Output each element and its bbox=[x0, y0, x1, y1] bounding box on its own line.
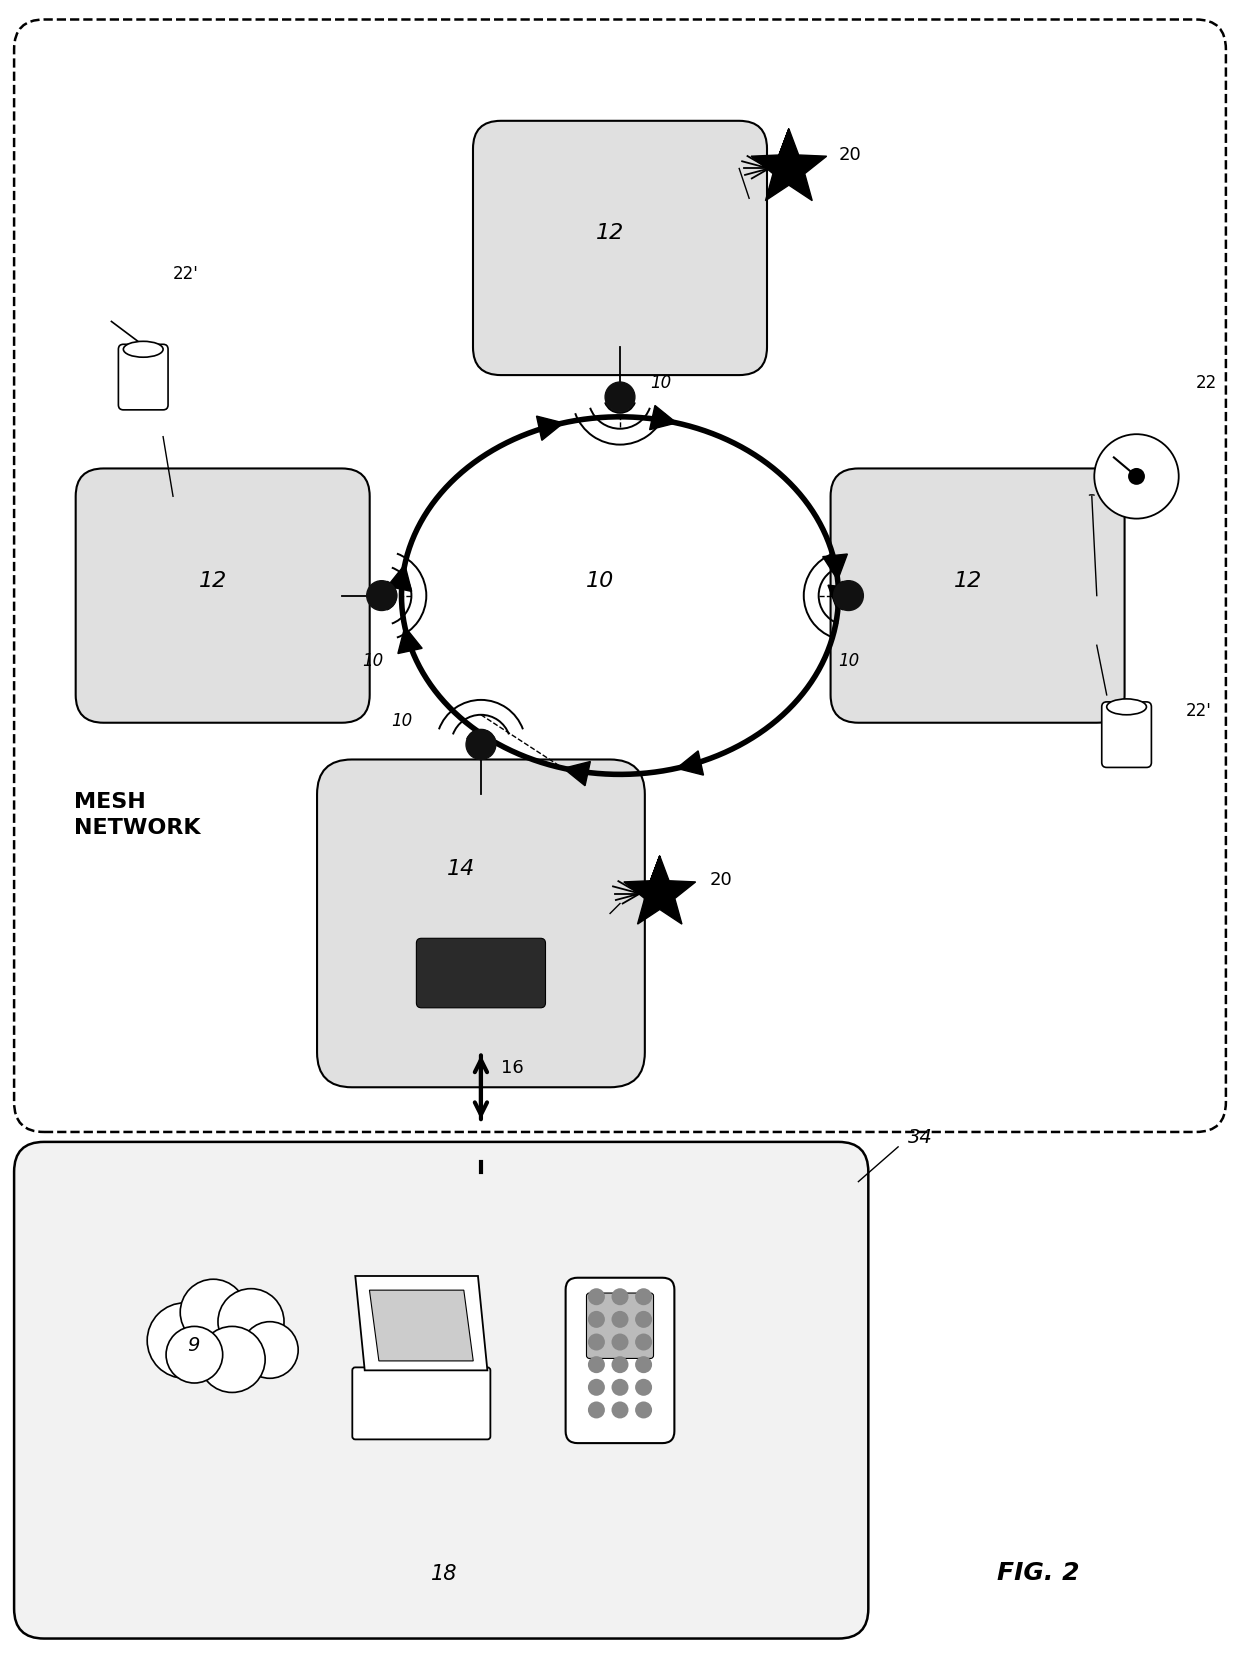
Circle shape bbox=[635, 1311, 652, 1328]
FancyBboxPatch shape bbox=[14, 20, 1226, 1132]
Circle shape bbox=[588, 1379, 605, 1396]
Circle shape bbox=[242, 1321, 298, 1378]
FancyBboxPatch shape bbox=[352, 1368, 490, 1439]
Text: 10: 10 bbox=[650, 374, 671, 391]
Text: MESH
NETWORK: MESH NETWORK bbox=[73, 792, 200, 837]
Circle shape bbox=[833, 581, 863, 611]
Circle shape bbox=[1094, 434, 1179, 519]
Circle shape bbox=[166, 1326, 223, 1383]
Polygon shape bbox=[751, 130, 827, 201]
Polygon shape bbox=[828, 586, 853, 612]
Circle shape bbox=[611, 1288, 629, 1306]
Text: 10: 10 bbox=[838, 652, 859, 669]
Text: 22: 22 bbox=[1197, 374, 1218, 391]
Text: 16: 16 bbox=[501, 1058, 523, 1077]
Text: 22': 22' bbox=[1187, 701, 1211, 719]
Circle shape bbox=[635, 1356, 652, 1373]
Circle shape bbox=[588, 1356, 605, 1373]
Text: 20: 20 bbox=[838, 145, 862, 163]
Text: 14: 14 bbox=[446, 859, 475, 879]
Circle shape bbox=[635, 1401, 652, 1419]
Circle shape bbox=[611, 1356, 629, 1373]
Circle shape bbox=[200, 1326, 265, 1393]
Circle shape bbox=[588, 1401, 605, 1419]
FancyBboxPatch shape bbox=[831, 469, 1125, 724]
Polygon shape bbox=[356, 1276, 487, 1371]
FancyBboxPatch shape bbox=[587, 1293, 653, 1358]
Polygon shape bbox=[370, 1290, 474, 1361]
Text: 18: 18 bbox=[432, 1562, 458, 1582]
Polygon shape bbox=[624, 857, 696, 925]
FancyBboxPatch shape bbox=[118, 344, 169, 411]
Circle shape bbox=[588, 1311, 605, 1328]
FancyBboxPatch shape bbox=[472, 121, 768, 376]
Text: 9: 9 bbox=[187, 1336, 200, 1354]
Circle shape bbox=[1128, 469, 1145, 486]
Polygon shape bbox=[650, 406, 677, 431]
Circle shape bbox=[588, 1288, 605, 1306]
Polygon shape bbox=[677, 752, 703, 775]
Text: 10: 10 bbox=[587, 571, 614, 591]
Circle shape bbox=[218, 1290, 284, 1354]
Circle shape bbox=[588, 1335, 605, 1351]
Circle shape bbox=[635, 1379, 652, 1396]
Ellipse shape bbox=[123, 343, 164, 358]
Circle shape bbox=[367, 581, 397, 611]
Text: 12: 12 bbox=[198, 571, 227, 591]
Text: 12: 12 bbox=[954, 571, 982, 591]
Polygon shape bbox=[822, 554, 847, 581]
FancyBboxPatch shape bbox=[565, 1278, 675, 1443]
Circle shape bbox=[611, 1379, 629, 1396]
Text: 10: 10 bbox=[392, 711, 413, 729]
FancyBboxPatch shape bbox=[317, 760, 645, 1088]
Circle shape bbox=[611, 1401, 629, 1419]
Circle shape bbox=[611, 1335, 629, 1351]
Circle shape bbox=[635, 1335, 652, 1351]
Text: 22': 22' bbox=[174, 265, 198, 283]
FancyBboxPatch shape bbox=[14, 1142, 868, 1639]
Polygon shape bbox=[563, 762, 590, 787]
Circle shape bbox=[180, 1280, 247, 1346]
FancyBboxPatch shape bbox=[76, 469, 370, 724]
Circle shape bbox=[466, 730, 496, 760]
Polygon shape bbox=[537, 418, 563, 441]
Circle shape bbox=[611, 1311, 629, 1328]
Circle shape bbox=[605, 383, 635, 413]
Ellipse shape bbox=[1107, 699, 1147, 716]
Text: 12: 12 bbox=[596, 223, 624, 243]
FancyBboxPatch shape bbox=[417, 938, 546, 1008]
FancyBboxPatch shape bbox=[1102, 702, 1152, 769]
Circle shape bbox=[635, 1288, 652, 1306]
Text: 34: 34 bbox=[908, 1127, 932, 1146]
Text: FIG. 2: FIG. 2 bbox=[997, 1561, 1080, 1584]
Polygon shape bbox=[387, 566, 412, 592]
Text: 20: 20 bbox=[709, 870, 732, 889]
Text: 10: 10 bbox=[362, 652, 383, 669]
Circle shape bbox=[148, 1303, 223, 1378]
Polygon shape bbox=[398, 627, 422, 654]
